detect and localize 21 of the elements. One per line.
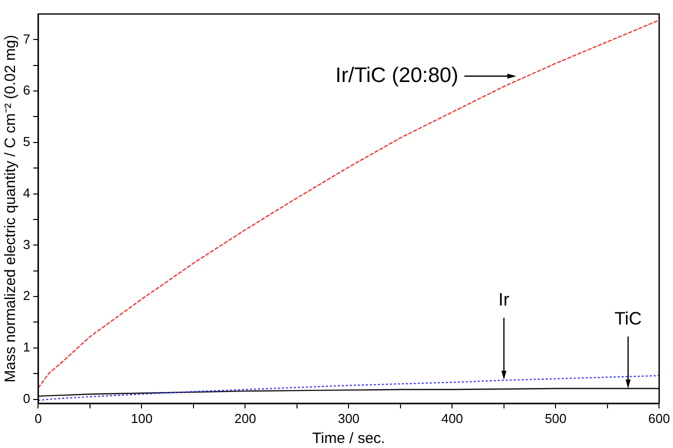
annotation: Ir [498, 290, 510, 310]
x-axis-title: Time / sec. [312, 430, 386, 448]
x-tick-label: 600 [648, 410, 670, 426]
y-tick-label: 3 [22, 236, 30, 252]
x-tick-label: 300 [338, 410, 360, 426]
y-tick-label: 6 [22, 82, 30, 98]
annotation: Ir/TiC (20:80) [335, 64, 458, 87]
x-tick-label: 200 [234, 410, 256, 426]
y-tick-label: 2 [22, 288, 30, 304]
y-tick-label: 0 [22, 390, 30, 406]
annotation: TiC [614, 308, 642, 328]
x-tick-label: 500 [544, 410, 567, 426]
y-tick-label: 7 [22, 31, 30, 46]
x-tick-label: 0 [34, 410, 42, 426]
y-tick-label: 1 [22, 339, 30, 354]
y-tick-label: 4 [22, 185, 30, 200]
line-series [38, 20, 660, 389]
y-tick-label: 5 [22, 134, 30, 150]
y-axis-title: Mass normalized electric quantity / C cm⁻² (0.02 mg) [2, 34, 20, 383]
x-tick-label: 100 [130, 410, 153, 426]
x-tick-label: 400 [441, 410, 464, 426]
